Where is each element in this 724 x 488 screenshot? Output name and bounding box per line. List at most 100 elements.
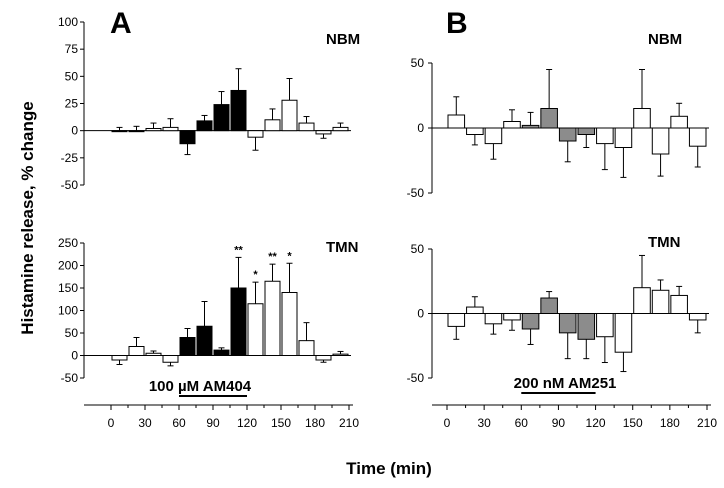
a-tmn-x-tick-label: 0	[108, 416, 115, 430]
a-tmn-bar	[196, 325, 213, 356]
a-nbm-y-tick-label: 75	[65, 42, 79, 56]
b-nbm-y-tick-label: 0	[417, 121, 424, 135]
b-nbm-bar	[503, 121, 521, 129]
b-nbm-y-tick-label: -50	[407, 186, 425, 200]
a-nbm-y-tick-label: -50	[61, 178, 79, 192]
y-axis-title: Histamine release, % change	[18, 101, 37, 334]
a-nbm-bar	[230, 89, 247, 132]
panel-letter-a: A	[110, 7, 132, 40]
a-nbm-bar	[281, 99, 298, 132]
b-nbm-bar	[670, 115, 688, 129]
a-tmn-y-tick-label: 150	[58, 281, 78, 295]
b-tmn-x-tick-label: 120	[586, 416, 606, 430]
a-tmn-x-tick-label: 90	[206, 416, 220, 430]
b-tmn-x-tick-label: 180	[660, 416, 680, 430]
b-nbm-bar	[688, 127, 707, 147]
b-nbm-bar	[447, 114, 466, 129]
b-tmn-bar	[577, 313, 596, 340]
a-tmn-x-tick-label: 210	[339, 416, 359, 430]
a-nbm-bar	[264, 119, 281, 132]
b-nbm-bar	[521, 124, 540, 129]
b-nbm-bar	[484, 127, 503, 145]
a-tmn-bar	[264, 280, 281, 356]
a-nbm-y-tick-label: 0	[71, 124, 78, 138]
b-tmn-x-tick-label: 0	[444, 416, 451, 430]
b-tmn-bar	[540, 297, 558, 314]
treatment-label-b: 200 nM AM251	[514, 375, 617, 392]
a-nbm-y-tick-label: 100	[58, 15, 78, 29]
a-tmn-x-tick-label: 180	[305, 416, 325, 430]
a-tmn-x-tick-label: 120	[237, 416, 257, 430]
b-nbm-bar	[558, 127, 577, 142]
a-nbm-bar	[196, 120, 213, 132]
a-tmn-significance-mark: **	[268, 251, 277, 263]
a-nbm-y-tick-label: 25	[65, 97, 79, 111]
b-tmn-bar	[447, 313, 466, 327]
a-nbm-bar	[332, 126, 349, 132]
a-tmn-bar	[213, 349, 230, 357]
a-tmn-bar	[281, 292, 298, 356]
a-tmn-bar	[179, 337, 196, 356]
b-nbm-bar	[633, 108, 651, 129]
b-tmn-bar	[466, 306, 484, 314]
treatment-label-a: 100 µM AM404	[149, 378, 252, 395]
region-label-b-nbm: NBM	[648, 31, 682, 48]
b-nbm-bar	[577, 127, 596, 135]
a-nbm-bar	[145, 127, 162, 132]
b-nbm-bar	[596, 127, 614, 145]
a-tmn-x-tick-label: 150	[271, 416, 291, 430]
b-tmn-x-tick-label: 210	[697, 416, 717, 430]
region-label-a-nbm: NBM	[326, 31, 360, 48]
a-nbm-bar	[162, 126, 179, 132]
a-nbm-y-tick-label: 50	[65, 69, 79, 83]
b-tmn-bar	[633, 287, 651, 315]
a-nbm-bar	[179, 130, 196, 145]
b-tmn-x-tick-label: 60	[515, 416, 529, 430]
a-tmn-x-tick-label: 60	[172, 416, 186, 430]
b-tmn-x-tick-label: 150	[623, 416, 643, 430]
b-tmn-bar	[670, 294, 688, 315]
b-nbm-bar	[540, 108, 558, 129]
a-nbm-bar	[247, 130, 264, 138]
b-tmn-y-tick-label: -50	[407, 371, 425, 385]
a-tmn-bar	[298, 340, 315, 356]
b-nbm-bar	[466, 127, 484, 135]
a-tmn-bar	[315, 355, 332, 361]
b-nbm-bar	[614, 127, 633, 148]
b-tmn-y-tick-label: 0	[417, 307, 424, 321]
region-label-b-tmn: TMN	[648, 234, 681, 251]
b-tmn-x-tick-label: 90	[552, 416, 566, 430]
b-tmn-bar	[484, 313, 503, 325]
panel-letter-b: B	[446, 7, 468, 40]
b-nbm-y-tick-label: 50	[411, 56, 425, 70]
a-tmn-bar	[332, 353, 349, 356]
a-nbm-bar	[213, 104, 230, 132]
a-tmn-y-tick-label: 250	[58, 236, 78, 250]
a-tmn-bar	[111, 355, 128, 361]
a-nbm-y-tick-label: -25	[61, 151, 79, 165]
b-tmn-bar	[521, 313, 540, 330]
b-tmn-x-tick-label: 30	[477, 416, 491, 430]
b-tmn-bar	[596, 313, 614, 338]
region-label-a-tmn: TMN	[326, 239, 359, 256]
b-tmn-bar	[558, 313, 577, 334]
a-tmn-y-tick-label: 0	[71, 349, 78, 363]
a-tmn-x-tick-label: 30	[138, 416, 152, 430]
a-tmn-significance-mark: *	[287, 250, 292, 262]
a-tmn-y-tick-label: -50	[61, 371, 79, 385]
a-nbm-bar	[315, 130, 332, 135]
a-tmn-y-tick-label: 50	[65, 326, 79, 340]
x-axis-title: Time (min)	[346, 459, 432, 478]
b-nbm-bar	[651, 127, 670, 155]
a-tmn-y-tick-label: 100	[58, 304, 78, 318]
a-tmn-bar	[230, 287, 247, 356]
a-tmn-bar	[145, 352, 162, 356]
a-tmn-significance-mark: **	[234, 244, 243, 256]
a-tmn-significance-mark: *	[253, 269, 258, 281]
a-tmn-y-tick-label: 200	[58, 259, 78, 273]
b-tmn-bar	[688, 313, 707, 321]
a-tmn-bar	[247, 303, 264, 356]
b-tmn-bar	[503, 313, 521, 321]
